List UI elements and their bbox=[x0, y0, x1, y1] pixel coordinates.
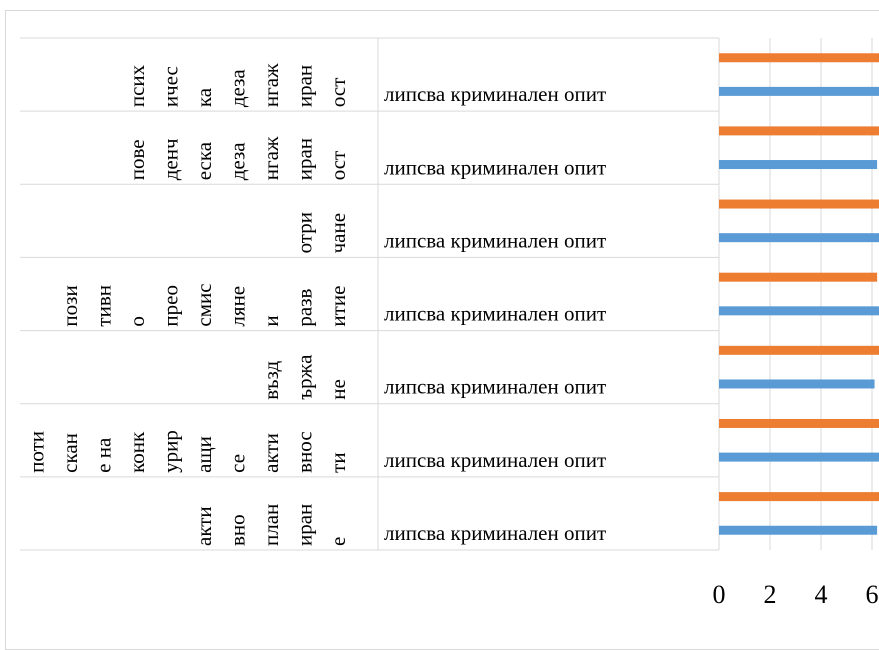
outer-category-label-line: тивн bbox=[91, 285, 115, 327]
bars bbox=[719, 53, 879, 535]
inner-category-label: липсва криминален опит bbox=[384, 228, 606, 252]
bar bbox=[719, 86, 879, 96]
outer-category-label-line: акти bbox=[259, 433, 283, 473]
outer-category-label-line: прео bbox=[158, 285, 182, 327]
outer-category-label-line: о bbox=[125, 316, 149, 327]
outer-category-label-line: иран bbox=[292, 504, 316, 546]
outer-category-label-line: разв bbox=[292, 288, 316, 326]
inner-category-label: липсва криминален опит bbox=[384, 155, 606, 179]
bar bbox=[719, 418, 879, 428]
outer-category-label-line: е на bbox=[91, 437, 115, 473]
outer-category-label-line: план bbox=[259, 504, 283, 546]
bar bbox=[719, 126, 879, 136]
inner-category-label: липсва криминален опит bbox=[384, 302, 606, 326]
x-tick-label: 0 bbox=[713, 580, 726, 609]
gridlines bbox=[20, 37, 873, 551]
bar bbox=[719, 233, 879, 243]
bar bbox=[719, 199, 879, 209]
outer-category-label-line: ащи bbox=[192, 436, 216, 473]
bar bbox=[719, 160, 878, 170]
outer-category-label-line: не bbox=[326, 379, 350, 400]
outer-category-label-line: нгаж bbox=[259, 136, 283, 180]
bar bbox=[719, 452, 879, 462]
bar bbox=[719, 379, 875, 389]
outer-category-label-line: скан bbox=[58, 433, 82, 473]
bar bbox=[719, 345, 879, 355]
outer-category-label-line: ти bbox=[326, 452, 350, 472]
bar bbox=[719, 492, 879, 502]
bar bbox=[719, 272, 878, 282]
outer-category-label-line: еска bbox=[192, 141, 216, 180]
outer-category-label-line: ка bbox=[192, 87, 216, 107]
x-tick-label: 6 bbox=[866, 580, 879, 609]
bar bbox=[719, 53, 879, 63]
x-tick-label: 4 bbox=[815, 580, 828, 609]
inner-category-label: липсва криминален опит bbox=[384, 375, 606, 399]
outer-category-label-line: се bbox=[225, 454, 249, 473]
outer-category-label-line: пози bbox=[58, 285, 82, 326]
outer-category-label-line: псих bbox=[125, 64, 149, 107]
outer-category-label-line: ичес bbox=[158, 66, 182, 107]
outer-category-label-line: ост bbox=[326, 78, 350, 108]
outer-category-label-line: урир bbox=[158, 430, 182, 473]
bar-chart: липсва криминален опит липсва криминален … bbox=[20, 37, 879, 609]
bar bbox=[719, 306, 879, 316]
outer-category-label-line: денч bbox=[158, 138, 182, 180]
x-tick-labels: 0 2 4 6 bbox=[713, 580, 879, 609]
inner-category-label: липсва криминален опит bbox=[384, 82, 606, 106]
outer-category-label-line: вно bbox=[225, 514, 249, 546]
x-tick-label: 2 bbox=[764, 580, 777, 609]
outer-category-label-line: отри bbox=[292, 212, 316, 253]
outer-category-label-line: внос bbox=[292, 431, 316, 473]
outer-category-label-line: акти bbox=[192, 506, 216, 546]
outer-category-label-line: поти bbox=[24, 431, 48, 473]
outer-category-label-line: възд bbox=[259, 361, 283, 400]
bar bbox=[719, 525, 878, 535]
outer-category-label-line: нгаж bbox=[259, 63, 283, 107]
outer-category-label-line: иран bbox=[292, 138, 316, 180]
outer-category-label-line: смис bbox=[192, 283, 216, 326]
outer-category-label-line: конк bbox=[125, 431, 149, 473]
inner-category-label: липсва криминален опит bbox=[384, 448, 606, 472]
outer-category-label-line: и bbox=[259, 315, 283, 326]
outer-category-label-line: пове bbox=[125, 139, 149, 180]
outer-category-label-line: деза bbox=[225, 69, 249, 108]
outer-category-label-line: иран bbox=[292, 65, 316, 107]
outer-category-label-line: е bbox=[326, 537, 350, 546]
category-labels: липсва криминален опит липсва криминален … bbox=[24, 63, 606, 546]
outer-category-label-line: ляне bbox=[225, 286, 249, 327]
inner-category-label: липсва криминален опит bbox=[384, 521, 606, 545]
outer-category-label-line: чане bbox=[326, 213, 350, 253]
outer-category-label-line: итие bbox=[326, 286, 350, 327]
outer-category-label-line: ържа bbox=[292, 354, 316, 400]
outer-category-label-line: деза bbox=[225, 142, 249, 181]
outer-category-label-line: ост bbox=[326, 151, 350, 181]
